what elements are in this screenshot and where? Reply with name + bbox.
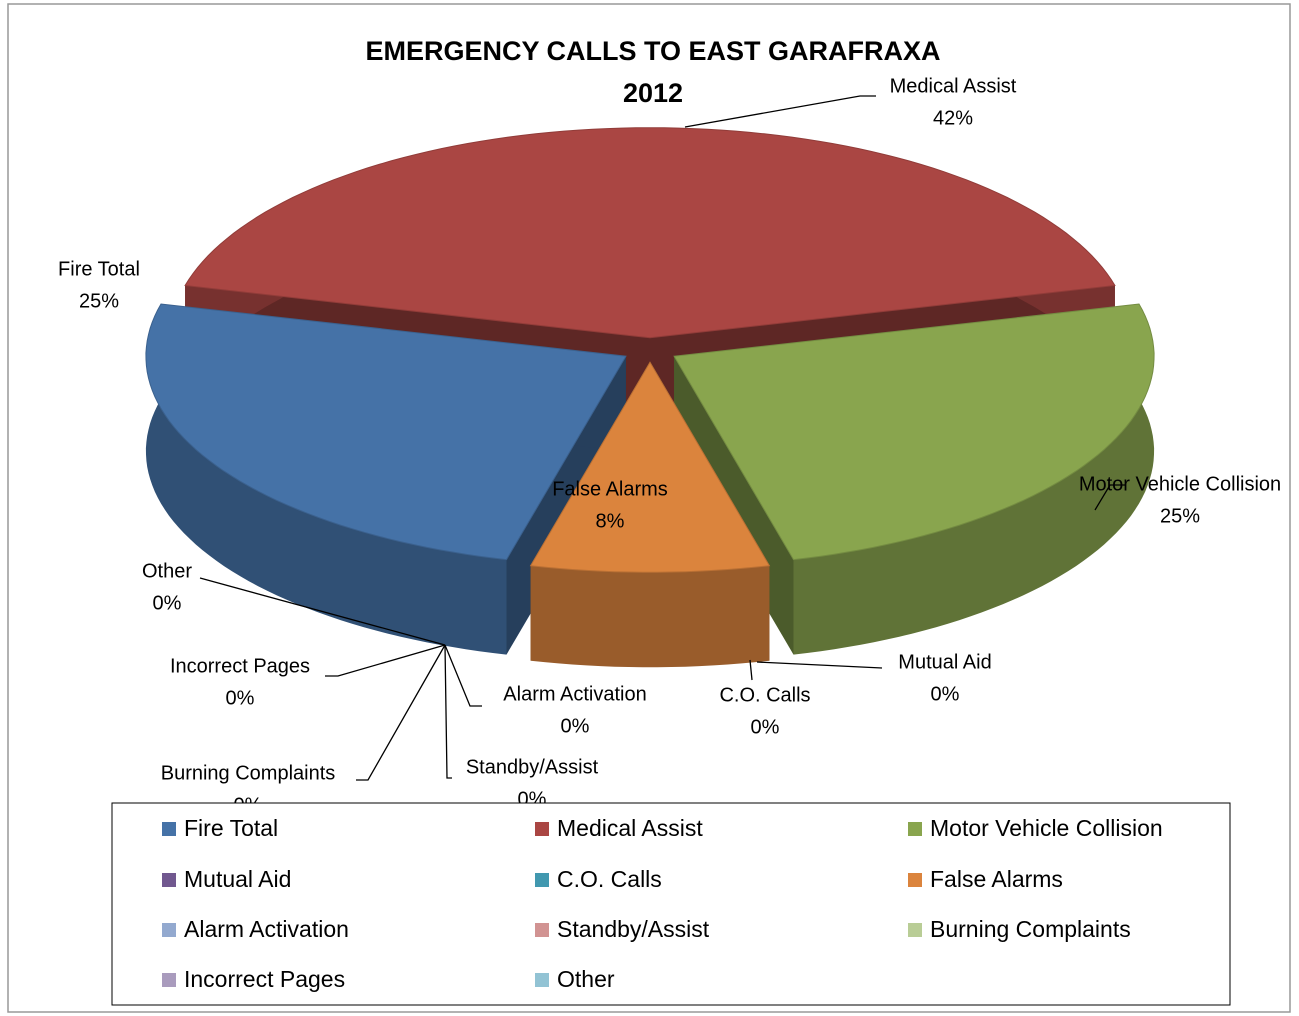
data-label-value: 25% xyxy=(1160,505,1200,527)
leader-line xyxy=(684,95,876,128)
data-label-value: 25% xyxy=(79,290,119,312)
data-label-value: 0% xyxy=(561,715,590,737)
data-label-name: Alarm Activation xyxy=(503,683,646,705)
legend-label: Other xyxy=(557,966,615,992)
slice xyxy=(650,350,770,554)
pie xyxy=(145,127,1155,668)
leader-line xyxy=(444,644,482,707)
legend-label: False Alarms xyxy=(930,866,1063,892)
legend-label: C.O. Calls xyxy=(557,866,662,892)
legend-label: Motor Vehicle Collision xyxy=(930,815,1163,841)
leader-line xyxy=(756,661,883,669)
leader-line xyxy=(325,644,446,677)
data-label-value: 8% xyxy=(596,510,625,532)
leader-line xyxy=(444,644,452,779)
slice xyxy=(530,350,650,554)
legend-label: Incorrect Pages xyxy=(184,966,345,992)
data-label-name: Standby/Assist xyxy=(466,756,599,778)
chart-title: EMERGENCY CALLS TO EAST GARAFRAXA xyxy=(365,36,940,66)
leader-line xyxy=(356,644,446,781)
legend-swatch xyxy=(535,873,549,887)
legend-label: Medical Assist xyxy=(557,815,703,841)
data-label-name: Burning Complaints xyxy=(161,762,336,784)
legend-swatch xyxy=(908,923,922,937)
leader-line xyxy=(199,577,446,646)
legend-swatch xyxy=(908,873,922,887)
legend-swatch xyxy=(908,822,922,836)
slice xyxy=(673,303,1155,561)
legend-swatch xyxy=(162,973,176,987)
data-label-value: 0% xyxy=(226,687,255,709)
slice xyxy=(145,303,627,561)
slice-side xyxy=(530,565,770,668)
data-label-name: C.O. Calls xyxy=(719,684,810,706)
legend-swatch xyxy=(535,973,549,987)
chart-subtitle: 2012 xyxy=(623,78,683,108)
data-labels: Fire Total 25% Medical Assist 42% Motor Vehi… xyxy=(58,75,1281,816)
legend-label: Alarm Activation xyxy=(184,916,349,942)
data-label-name: Mutual Aid xyxy=(898,651,991,673)
slice xyxy=(184,127,1116,339)
leader-line xyxy=(749,659,753,681)
data-label-name: Other xyxy=(142,560,192,582)
data-label-name: Motor Vehicle Collision xyxy=(1079,473,1281,495)
legend-swatch xyxy=(535,923,549,937)
legend-label: Standby/Assist xyxy=(557,916,710,942)
legend-label: Fire Total xyxy=(184,815,278,841)
data-label-value: 42% xyxy=(933,107,973,129)
legend-label: Mutual Aid xyxy=(184,866,291,892)
data-label-value: 0% xyxy=(751,716,780,738)
legend-box xyxy=(111,802,1231,1006)
data-label-value: 0% xyxy=(153,592,182,614)
data-label-name: Medical Assist xyxy=(890,75,1017,97)
data-label-name: Fire Total xyxy=(58,258,140,280)
slice-side xyxy=(145,304,507,655)
legend: Fire Total Medical Assist Motor Vehicle Co… xyxy=(162,815,1163,992)
data-label-name: Incorrect Pages xyxy=(170,655,310,677)
data-label-value: 0% xyxy=(931,683,960,705)
slice xyxy=(529,361,771,573)
legend-swatch xyxy=(535,822,549,836)
legend-label: Burning Complaints xyxy=(930,916,1131,942)
legend-swatch xyxy=(162,822,176,836)
legend-swatch xyxy=(162,923,176,937)
slice-side xyxy=(793,304,1155,655)
leader-line xyxy=(1094,484,1125,511)
legend-swatch xyxy=(162,873,176,887)
data-label-name: False Alarms xyxy=(552,478,668,500)
